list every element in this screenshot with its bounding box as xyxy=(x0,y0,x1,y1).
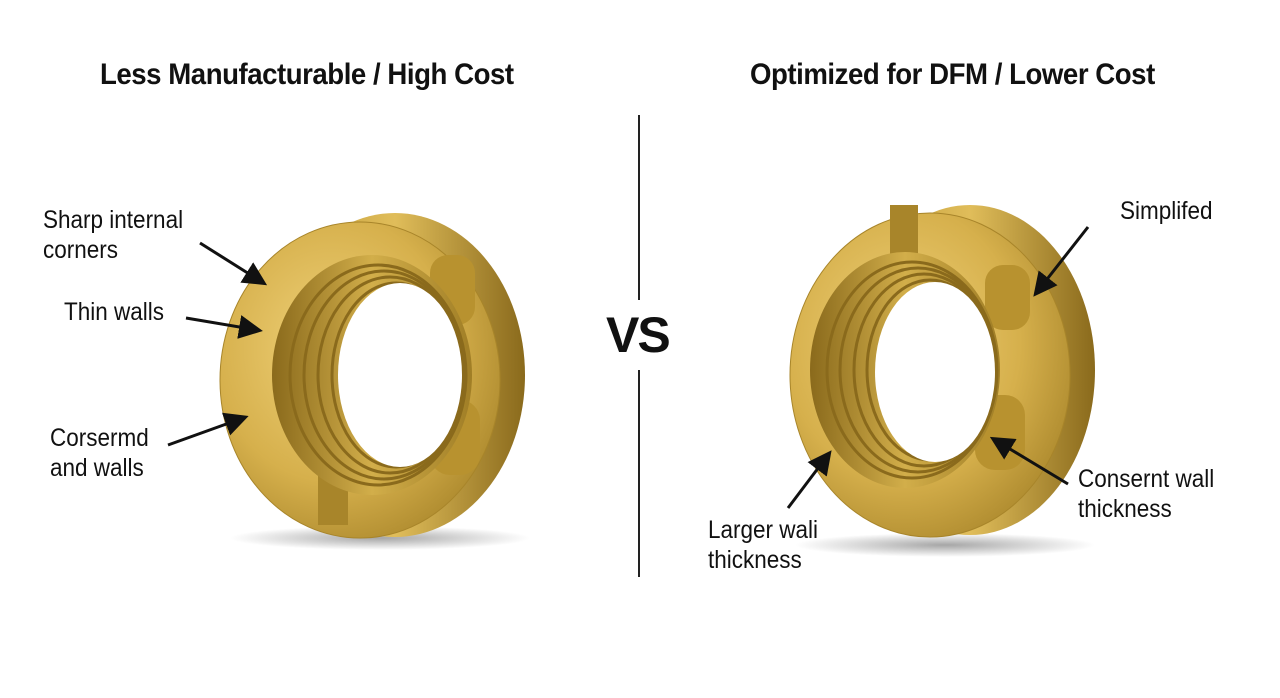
label-simplifed: Simplifed xyxy=(1120,197,1213,225)
divider-bottom xyxy=(638,370,640,577)
label-consernt-wall-thickness: Consernt wall thickness xyxy=(1078,465,1215,523)
label-sharp-internal-corners: Sharp internal corners xyxy=(43,206,184,264)
left-title: Less Manufacturable / High Cost xyxy=(100,58,514,91)
label-corsermd-and-walls: Corsermd and walls xyxy=(50,424,149,482)
callout-arrows xyxy=(167,226,1090,509)
label-thin-walls: Thin walls xyxy=(64,298,165,326)
vs-label: VS xyxy=(604,306,671,364)
divider-top xyxy=(638,115,640,300)
label-larger-wali-thickness: Larger wali thickness xyxy=(708,516,819,574)
left-nut-image xyxy=(219,213,530,550)
right-nut-image xyxy=(789,205,1095,557)
right-title: Optimized for DFM / Lower Cost xyxy=(750,58,1155,91)
